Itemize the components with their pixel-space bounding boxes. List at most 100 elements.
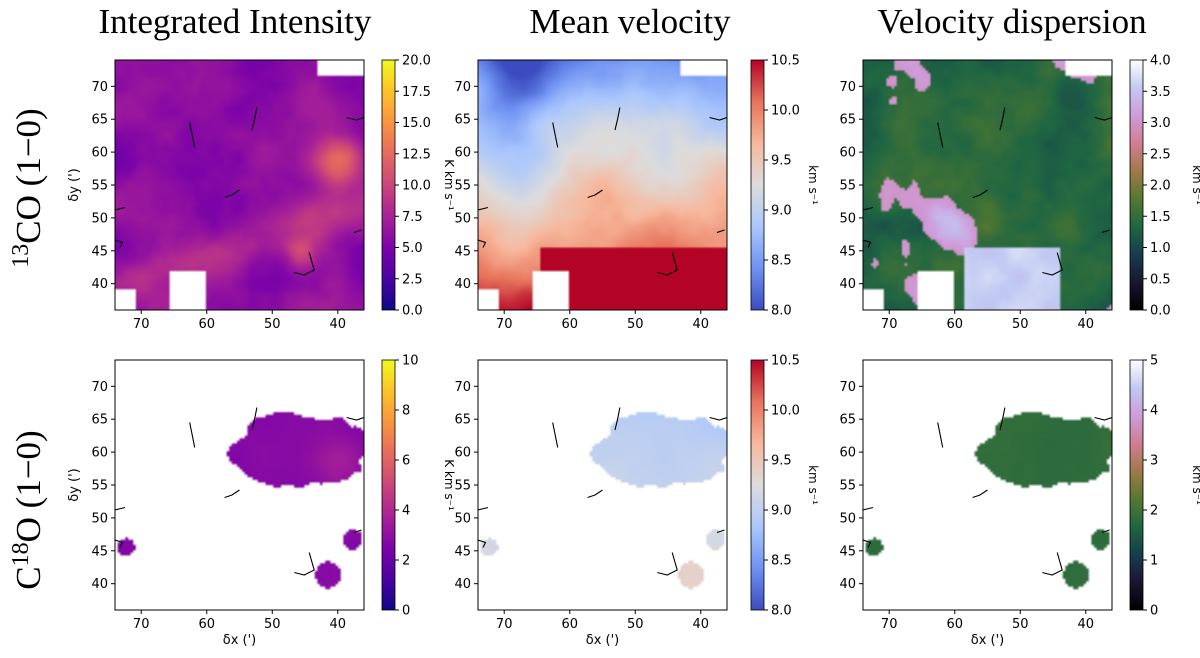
contour-line xyxy=(353,229,362,234)
colorbar-tick-label: 8.0 xyxy=(771,604,792,619)
contour-line xyxy=(709,416,727,421)
y-axis-label: δy (') xyxy=(67,168,82,202)
colorbar-tick-label: 2 xyxy=(402,554,410,569)
contour-line xyxy=(294,552,315,576)
row-label-c18o-prefix: C xyxy=(9,566,48,589)
contour-line xyxy=(115,539,124,548)
y-tick-label: 65 xyxy=(839,113,856,128)
x-tick-label: 50 xyxy=(1012,317,1029,332)
colorbar-tick-label: 0 xyxy=(1150,604,1158,619)
heatmap-image xyxy=(115,360,364,610)
row-label-13co-sup: 13 xyxy=(8,244,34,268)
contour-group xyxy=(478,107,727,276)
y-tick-label: 50 xyxy=(454,511,471,526)
contour-group xyxy=(863,107,1112,276)
colorbar-tick-label: 9.5 xyxy=(771,154,792,169)
colorbar-tick-label: 4 xyxy=(1150,404,1158,419)
contour-line xyxy=(478,539,487,548)
y-tick-label: 70 xyxy=(91,380,108,395)
column-title-mean-velocity: Mean velocity xyxy=(529,2,731,41)
x-tick-label: 70 xyxy=(881,317,898,332)
colorbar-tick-label: 2.0 xyxy=(1150,179,1171,194)
contour-group xyxy=(478,407,727,576)
row-label-13co-base: CO (1−0) xyxy=(9,108,48,243)
y-tick-label: 60 xyxy=(839,446,856,461)
y-tick-label: 40 xyxy=(454,577,471,592)
contour-line xyxy=(657,252,678,276)
y-tick-label: 60 xyxy=(454,146,471,161)
y-tick-label: 55 xyxy=(454,179,471,194)
contour-line xyxy=(937,422,944,448)
contour-line xyxy=(115,239,124,248)
x-tick-label: 40 xyxy=(693,617,710,632)
x-tick-label: 50 xyxy=(627,617,644,632)
colorbar-label: K km s⁻¹ xyxy=(442,459,456,511)
y-tick-label: 60 xyxy=(839,146,856,161)
contour-line xyxy=(587,189,603,199)
row-label-c18o: C18O (1−0) xyxy=(8,430,48,589)
y-tick-label: 55 xyxy=(91,479,108,494)
colorbar-tick-label: 3 xyxy=(1150,454,1158,469)
colorbar-tick-label: 1.5 xyxy=(1150,210,1171,225)
contour-line xyxy=(115,206,126,211)
x-tick-label: 60 xyxy=(946,617,963,632)
row-label-13co: 13CO (1−0) xyxy=(8,108,48,267)
colorbar-tick-label: 12.5 xyxy=(402,147,431,162)
contour-line xyxy=(346,116,364,121)
contour-line xyxy=(1042,552,1063,576)
row-label-c18o-sup: 18 xyxy=(8,542,34,566)
contour-line xyxy=(614,107,621,131)
x-tick-label: 70 xyxy=(496,317,513,332)
colorbar-tick-label: 9.5 xyxy=(771,454,792,469)
y-tick-label: 40 xyxy=(839,577,856,592)
y-tick-label: 65 xyxy=(91,113,108,128)
contour-group xyxy=(115,407,364,576)
contour-line xyxy=(294,252,315,276)
contour-line xyxy=(552,422,559,448)
colorbar-tick-label: 15.0 xyxy=(402,116,431,131)
panel-integrated-intensity-row1: 70 60 50 40 40 45 50 55 60 65 70 δx (') δy (') 0 2 4 6 8 1… xyxy=(67,354,456,649)
y-tick-label: 70 xyxy=(454,380,471,395)
colorbar xyxy=(1129,59,1144,311)
colorbar-tick-label: 9.0 xyxy=(771,204,792,219)
y-tick-label: 40 xyxy=(91,577,108,592)
colorbar-tick-label: 10 xyxy=(402,354,419,369)
colorbar-tick-label: 8.0 xyxy=(771,304,792,319)
contour-line xyxy=(189,422,196,448)
y-tick-label: 55 xyxy=(839,179,856,194)
y-tick-label: 70 xyxy=(839,380,856,395)
contour-line xyxy=(863,206,874,211)
x-tick-label: 50 xyxy=(627,317,644,332)
x-axis-label: δx (') xyxy=(223,633,257,648)
contour-line xyxy=(999,107,1006,131)
y-tick-label: 60 xyxy=(91,446,108,461)
contour-line xyxy=(863,239,872,248)
y-tick-label: 65 xyxy=(839,413,856,428)
heatmap-image xyxy=(863,360,1112,610)
contour-line xyxy=(999,407,1006,431)
colorbar-label: km s⁻¹ xyxy=(806,165,820,205)
x-tick-label: 50 xyxy=(264,617,281,632)
x-tick-label: 40 xyxy=(1078,617,1095,632)
y-tick-label: 50 xyxy=(91,511,108,526)
colorbar-tick-label: 3.5 xyxy=(1150,85,1171,100)
x-tick-label: 60 xyxy=(946,317,963,332)
contour-line xyxy=(552,122,559,148)
heatmap-image xyxy=(478,360,727,610)
colorbar-tick-label: 10.5 xyxy=(771,54,800,69)
x-tick-label: 60 xyxy=(198,617,215,632)
contour-line xyxy=(224,189,240,199)
x-tick-label: 50 xyxy=(1012,617,1029,632)
y-tick-label: 65 xyxy=(454,113,471,128)
x-tick-label: 50 xyxy=(264,317,281,332)
y-tick-label: 40 xyxy=(454,277,471,292)
y-tick-label: 45 xyxy=(91,544,108,559)
colorbar-tick-label: 0.0 xyxy=(402,304,423,319)
colorbar-tick-label: 9.0 xyxy=(771,504,792,519)
y-tick-label: 45 xyxy=(454,544,471,559)
y-tick-label: 40 xyxy=(91,277,108,292)
contour-line xyxy=(972,489,988,499)
contour-line xyxy=(937,122,944,148)
